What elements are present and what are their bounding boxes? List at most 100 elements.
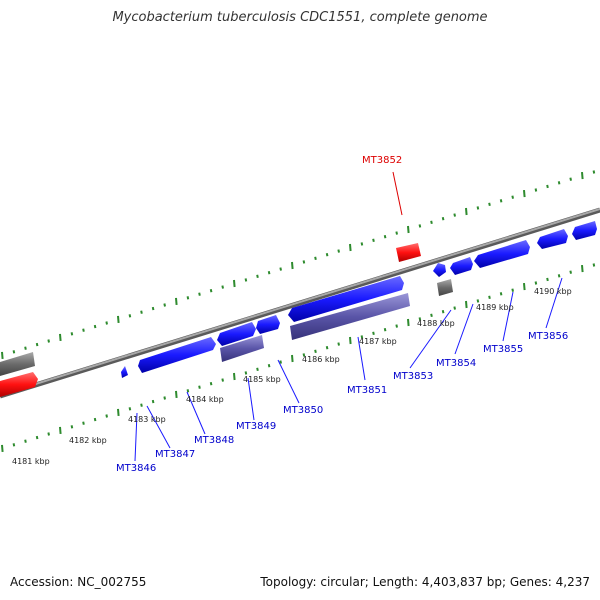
tick-mark: [186, 389, 190, 393]
kbp-label: 4187 kbp: [359, 337, 397, 346]
tick-mark: [105, 414, 108, 418]
gene-label-MT3848[interactable]: MT3848: [194, 435, 234, 446]
tick-mark: [325, 253, 329, 257]
gene-arrow[interactable]: [121, 366, 128, 378]
gene-label-MT3847[interactable]: MT3847: [155, 449, 195, 460]
tick-mark: [151, 399, 155, 404]
reverse-strand-genes: [0, 279, 453, 376]
tick-mark: [337, 249, 340, 253]
tick-mark: [198, 385, 201, 389]
tick-mark: [546, 184, 549, 189]
gene-block[interactable]: [0, 352, 35, 376]
tick-mark: [279, 267, 282, 271]
gene-label-MT3851[interactable]: MT3851: [347, 385, 387, 396]
highlighted-genes: [0, 243, 421, 397]
tick-mark: [209, 289, 213, 293]
tick-mark: [453, 306, 456, 310]
gene-block[interactable]: [437, 279, 453, 296]
gene-arrow[interactable]: [138, 337, 216, 373]
tick-mark: [592, 170, 596, 174]
tick-mark: [523, 283, 526, 291]
tick-mark: [1, 351, 4, 359]
tick-mark: [221, 285, 224, 289]
gene-arrow[interactable]: [537, 229, 568, 249]
tick-mark: [441, 310, 445, 314]
kbp-label: 4190 kbp: [534, 287, 572, 296]
tick-mark: [557, 274, 561, 278]
tick-mark: [82, 421, 85, 425]
accession-text: Accession: NC_002755: [10, 575, 147, 589]
tick-mark: [267, 364, 271, 368]
reverse-tick-track: [1, 263, 596, 452]
tick-mark: [59, 426, 62, 434]
tick-mark: [360, 335, 364, 339]
gene-arrow-red[interactable]: [0, 372, 38, 397]
tick-mark: [499, 292, 503, 296]
tick-mark: [82, 328, 85, 332]
tick-mark: [291, 354, 294, 363]
tick-mark: [499, 199, 503, 203]
tick-mark: [395, 324, 398, 328]
tick-mark: [279, 360, 282, 364]
gene-label-MT3853[interactable]: MT3853: [393, 371, 433, 382]
tick-mark: [302, 353, 306, 357]
tick-mark: [256, 367, 259, 371]
gene-label-MT3846[interactable]: MT3846: [116, 463, 156, 474]
tick-mark: [511, 195, 514, 199]
gene-label-MT3852[interactable]: MT3852: [362, 155, 402, 166]
tick-mark: [267, 271, 271, 275]
tick-mark: [569, 270, 572, 274]
kbp-label: 4189 kbp: [476, 303, 514, 312]
tick-mark: [47, 432, 50, 436]
gene-label-MT3850[interactable]: MT3850: [283, 405, 323, 416]
kbp-label: 4181 kbp: [12, 457, 50, 466]
tick-mark: [407, 318, 410, 327]
tick-mark: [93, 417, 97, 422]
tick-mark: [349, 243, 352, 252]
gene-arrow[interactable]: [572, 221, 597, 240]
gene-labels: MT3846 MT3847 MT3848 MT3849 MT3850 MT385…: [116, 155, 568, 474]
tick-mark: [383, 328, 387, 332]
map-title: Mycobacterium tuberculosis CDC1551, comp…: [112, 10, 488, 25]
tick-mark: [198, 292, 201, 296]
tick-mark: [291, 261, 294, 270]
tick-mark: [360, 242, 364, 246]
genome-backbone: [0, 207, 600, 399]
tick-mark: [592, 263, 596, 267]
tick-mark: [117, 408, 120, 416]
tick-mark: [244, 371, 248, 375]
tick-mark: [256, 274, 259, 278]
tick-mark: [128, 407, 132, 411]
gene-arrow[interactable]: [256, 315, 280, 334]
tick-mark: [12, 443, 16, 447]
tick-mark: [233, 279, 236, 288]
tick-mark: [151, 306, 155, 311]
tick-mark: [581, 172, 584, 180]
gene-label-MT3849[interactable]: MT3849: [236, 421, 276, 432]
gene-arrow[interactable]: [217, 322, 256, 346]
gene-label-MT3856[interactable]: MT3856: [528, 331, 568, 342]
gene-arrow[interactable]: [450, 257, 473, 275]
highlighted-gene-MT3852[interactable]: [396, 243, 421, 262]
forward-strand-genes: [121, 221, 597, 378]
tick-mark: [314, 349, 317, 353]
tick-mark: [302, 260, 306, 264]
gene-arrow[interactable]: [433, 263, 446, 277]
tick-mark: [233, 372, 236, 381]
kbp-label: 4184 kbp: [186, 395, 224, 404]
gene-label-MT3855[interactable]: MT3855: [483, 344, 523, 355]
tick-mark: [35, 435, 39, 440]
tick-mark: [569, 177, 572, 181]
tick-mark: [418, 317, 422, 321]
gene-block[interactable]: [220, 335, 264, 362]
tick-mark: [372, 238, 375, 242]
forward-tick-track: [1, 170, 596, 359]
tick-mark: [488, 295, 491, 299]
gene-label-MT3854[interactable]: MT3854: [436, 358, 476, 369]
gene-block[interactable]: [290, 293, 410, 340]
tick-mark: [12, 350, 16, 354]
tick-mark: [372, 331, 375, 335]
gene-arrow[interactable]: [288, 276, 404, 322]
gene-arrow[interactable]: [474, 240, 530, 268]
